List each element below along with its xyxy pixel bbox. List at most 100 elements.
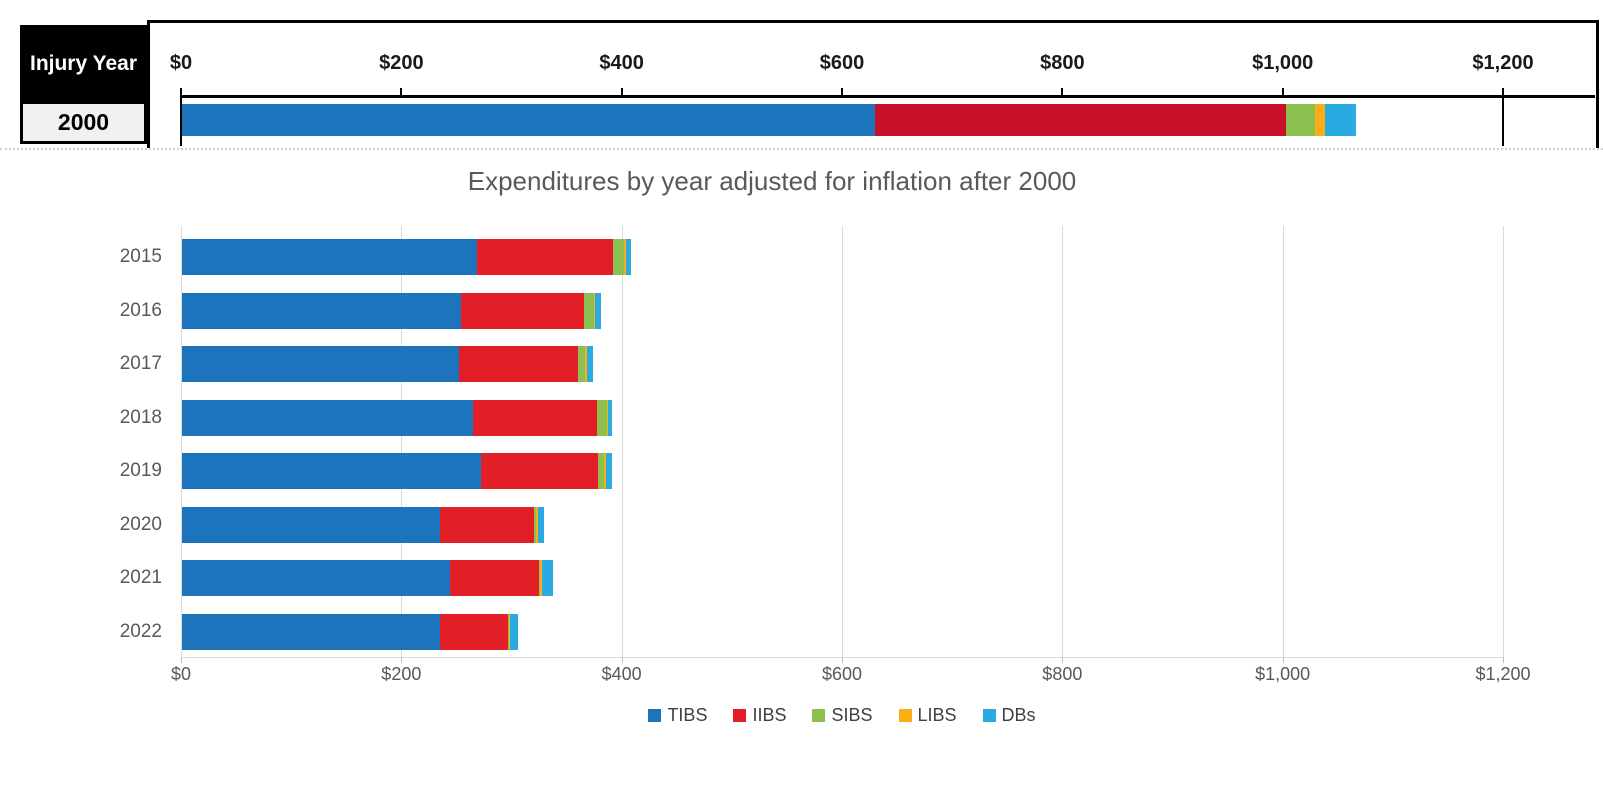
bar-segment-iibs-2016[interactable] [460,292,585,329]
category-label-2018: 2018 [119,406,162,428]
legend-label-iibs: IIBS [752,705,787,725]
bar-segment-iibs-2018[interactable] [472,399,598,436]
bar-segment-tibs-2019[interactable] [182,453,481,489]
bar-segment-iibs-2000[interactable] [874,104,1286,136]
top-axis-tick-label: $800 [1040,52,1085,74]
bar-segment-tibs-2022[interactable] [182,613,440,650]
bar-segment-libs-2018[interactable] [607,399,609,436]
x-axis-tick-mark [1503,657,1504,663]
x-axis-tick-mark [181,657,182,663]
category-label-2016: 2016 [119,299,162,321]
bar-segment-iibs-2022[interactable] [439,613,509,650]
legend-swatch-tibs [648,709,662,722]
bar-segment-dbs-2022[interactable] [510,613,518,650]
bar-segment-tibs-2015[interactable] [182,239,478,275]
bar-segment-dbs-2018[interactable] [608,399,612,436]
bar-segment-sibs-2017[interactable] [577,346,586,382]
stacked-bar-2020[interactable] [182,506,545,543]
bar-segment-dbs-2021[interactable] [542,560,554,596]
bar-segment-iibs-2017[interactable] [458,346,578,382]
bar-segment-libs-2015[interactable] [623,239,626,275]
top-axis-tick-mark [1281,88,1284,96]
chart-title: Expenditures by year adjusted for inflat… [467,166,1077,196]
year-2000-expenditure-chart: $0 $200 $400 $600 $800 $1,000 $1,200 [0,0,1603,150]
top-axis-tick-mark [620,88,623,96]
injury-year-2000-cell[interactable]: 2000 [20,104,147,144]
gridline-800 [1062,226,1064,657]
bar-segment-iibs-2021[interactable] [449,560,539,596]
category-label-2015: 2015 [119,246,162,267]
bar-segment-tibs-2018[interactable] [182,399,473,436]
bar-segment-sibs-2016[interactable] [584,292,594,329]
stacked-bar-2017[interactable] [182,346,593,382]
top-axis-tick-label: $1,000 [1252,52,1314,74]
bar-segment-libs-2017[interactable] [585,346,588,382]
top-axis-tick-mark [1061,88,1064,96]
top-axis-tick-mark [180,88,182,96]
gridline-400 [621,226,623,657]
legend-label-libs: LIBS [917,705,957,725]
bar-segment-sibs-2019[interactable] [598,453,604,489]
bar-segment-tibs-2000[interactable] [182,104,875,136]
gridline-0 [181,226,182,657]
bar-segment-dbs-2017[interactable] [587,346,593,382]
bar-segment-sibs-2020[interactable] [534,506,536,543]
category-label-2019: 2019 [119,460,162,481]
spreadsheet-gridline [0,148,1603,150]
gridline-1000 [1282,226,1284,657]
legend-item-tibs[interactable]: TIBS [648,705,707,726]
bar-segment-dbs-2015[interactable] [625,239,632,275]
top-plot-left-edge [180,95,182,146]
top-axis-tick-label: $1,200 [1472,52,1534,74]
legend-item-iibs[interactable]: IIBS [733,705,786,726]
bar-segment-dbs-2016[interactable] [595,292,601,329]
x-axis-tick-label: $600 [821,664,863,684]
legend-label-tibs: TIBS [667,705,708,725]
bar-segment-libs-2020[interactable] [535,506,538,543]
bar-segment-iibs-2019[interactable] [480,453,599,489]
stacked-bar-2015[interactable] [182,239,632,275]
bar-segment-iibs-2015[interactable] [477,239,613,275]
legend-label-dbs: DBs [1001,705,1036,725]
bar-segment-libs-2021[interactable] [539,560,543,596]
stacked-bar-2021[interactable] [182,560,554,596]
bar-segment-libs-2022[interactable] [509,613,511,650]
bar-segment-dbs-2020[interactable] [537,506,545,543]
bar-segment-libs-2016[interactable] [593,292,596,329]
stacked-bar-2018[interactable] [182,399,612,436]
chart-legend: TIBS IIBS SIBS LIBS DBs [181,705,1503,726]
bar-segment-libs-2000[interactable] [1315,104,1326,136]
x-axis-tick-mark [621,657,623,663]
top-axis-tick-label: $400 [599,52,644,74]
injury-year-header-cell: Injury Year [20,25,147,104]
bar-segment-libs-2019[interactable] [603,453,607,489]
bar-segment-tibs-2017[interactable] [182,346,459,382]
legend-item-libs[interactable]: LIBS [898,705,957,726]
stacked-bar-2019[interactable] [182,453,612,489]
top-axis-tick-mark [1502,88,1504,96]
x-axis-tick-label: $800 [1042,664,1083,684]
category-label-2022: 2022 [119,620,162,642]
bar-segment-dbs-2000[interactable] [1325,104,1357,136]
x-axis-tick-mark [1282,657,1284,663]
bar-segment-tibs-2021[interactable] [182,560,450,596]
bar-segment-iibs-2020[interactable] [439,506,535,543]
stacked-bar-2022[interactable] [182,613,518,650]
top-axis-tick-mark [400,88,403,96]
legend-item-sibs[interactable]: SIBS [812,705,873,726]
bar-segment-sibs-2022[interactable] [508,613,510,650]
bar-segment-sibs-2021[interactable] [538,560,540,596]
bar-segment-sibs-2015[interactable] [612,239,624,275]
bar-segment-dbs-2019[interactable] [606,453,612,489]
bar-segment-sibs-2000[interactable] [1285,104,1316,136]
bar-segment-sibs-2018[interactable] [597,399,608,436]
stacked-bar-2000[interactable] [182,104,1357,136]
x-axis-tick-mark [401,657,403,663]
bar-segment-tibs-2020[interactable] [182,506,440,543]
bar-segment-tibs-2016[interactable] [182,292,461,329]
legend-swatch-sibs [812,709,826,722]
stacked-bar-2016[interactable] [182,292,601,329]
category-label-2017: 2017 [119,353,162,374]
legend-item-dbs[interactable]: DBs [982,705,1036,726]
